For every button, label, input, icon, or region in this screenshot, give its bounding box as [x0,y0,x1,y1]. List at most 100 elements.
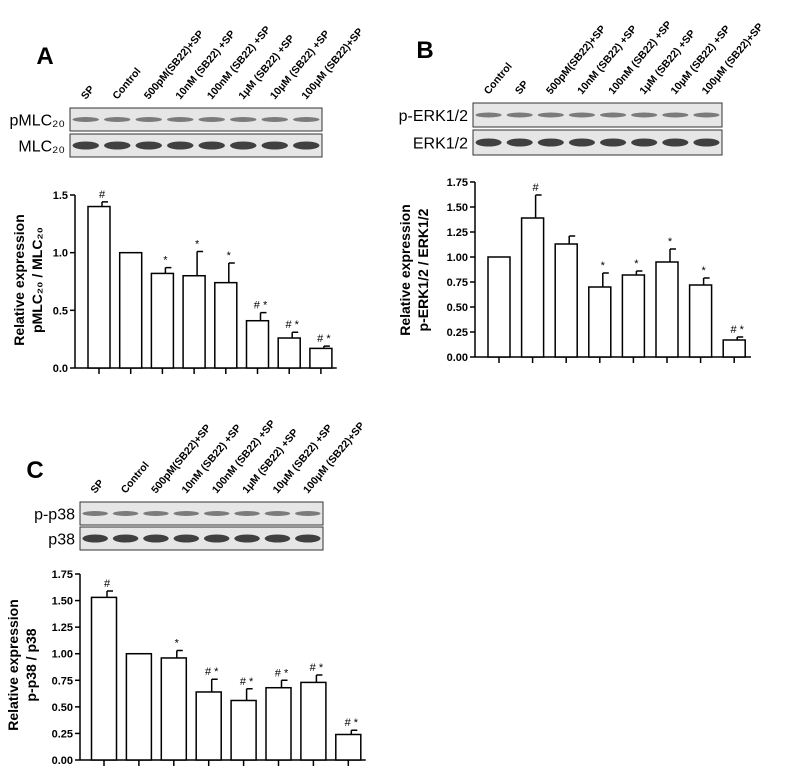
significance-mark: # * [285,319,299,331]
error-bar [602,272,609,287]
blot-band [82,511,108,516]
blot-band [568,112,596,118]
y-tick-label: 0.00 [52,755,73,767]
category-label: Control [119,460,152,496]
error-bar [245,688,253,701]
bar [300,681,327,761]
blot-band [143,511,169,516]
bar [277,337,301,369]
category-label: 100μM (SB22)+SP [700,21,766,97]
blot-band [198,117,225,122]
significance-mark: * [163,255,168,267]
category-label: SP [88,477,106,495]
blot-band [173,534,200,543]
blot-band [295,511,321,516]
blot-band [203,511,230,516]
y-axis-label: pMLC₂₀ / MLC₂₀ [29,227,45,333]
significance-mark: * [601,260,606,272]
significance-mark: # [533,182,540,194]
y-tick-label: 1.0 [53,248,68,260]
error-bar [280,679,288,688]
blot-band [167,117,194,122]
blot-band [293,117,320,122]
significance-mark: * [175,638,180,650]
error-bar [323,345,330,349]
bar [309,347,333,369]
bar [87,205,111,369]
category-label: 1μM (SB22) +SP [236,33,297,102]
error-bar [568,235,576,244]
y-tick-label: 0.75 [447,277,468,289]
y-axis-label: Relative expression [397,204,413,336]
bar [150,272,175,369]
error-bar [350,729,358,735]
blot-band [631,112,658,118]
bar [621,274,646,358]
blot-label: MLC₂₀ [18,139,65,156]
category-label: Control [482,61,515,97]
blot-band [72,117,99,122]
error-bar [210,678,218,692]
blot-band [230,117,257,122]
blot-image [79,526,324,551]
error-bar [101,201,108,207]
bar [688,284,713,358]
significance-mark: # * [310,662,324,674]
significance-mark: # * [205,666,219,678]
y-tick-label: 0.0 [53,363,68,375]
error-bar [635,270,643,275]
significance-mark: # * [345,717,359,729]
y-tick-label: 1.00 [447,252,468,264]
error-bar [534,194,542,218]
y-axis-label: p-p38 / p38 [23,628,39,701]
blot-label: p38 [48,532,75,549]
blot-band [662,138,689,147]
significance-mark: # [99,189,106,201]
blot-band [143,534,169,543]
blot-label: p-p38 [34,507,75,524]
bar [722,339,746,358]
error-bar [164,266,172,274]
blot-band [198,141,225,150]
bar [335,733,362,761]
error-bar [196,250,204,276]
bar [182,274,206,369]
error-bar [702,277,710,285]
blot-image [69,133,323,158]
y-tick-label: 0.75 [52,675,73,687]
blot-image [79,501,324,526]
y-tick-label: 1.25 [447,227,468,239]
blot-label: pMLC₂₀ [9,113,65,130]
blot-band [203,534,230,543]
significance-mark: * [634,258,639,270]
bar [554,243,578,358]
error-bar [259,311,267,321]
panel-letter: C [26,457,43,484]
bar [118,251,143,369]
blot-band [264,511,291,516]
significance-mark: # * [254,300,268,312]
y-tick-label: 1.75 [52,569,73,581]
y-tick-label: 1.25 [52,622,73,634]
blot-band [234,511,260,516]
blot-band [693,138,720,147]
y-tick-label: 0.25 [447,327,468,339]
y-tick-label: 1.5 [53,190,68,202]
bar [195,691,222,761]
blot-band [112,534,139,543]
blot-band [135,141,162,150]
error-bar [291,331,299,339]
y-axis-label: p-ERK1/2 / ERK1/2 [415,208,431,331]
significance-mark: # [104,578,111,590]
significance-mark: * [668,236,673,248]
blot-band [264,534,291,543]
significance-mark: # * [317,333,331,345]
blot-band [537,138,564,147]
bar [90,596,118,761]
blot-band [82,534,108,543]
y-tick-label: 0.5 [53,305,68,317]
bar [520,217,545,358]
significance-mark: * [701,265,706,277]
significance-mark: * [227,250,232,262]
bar [230,699,257,761]
